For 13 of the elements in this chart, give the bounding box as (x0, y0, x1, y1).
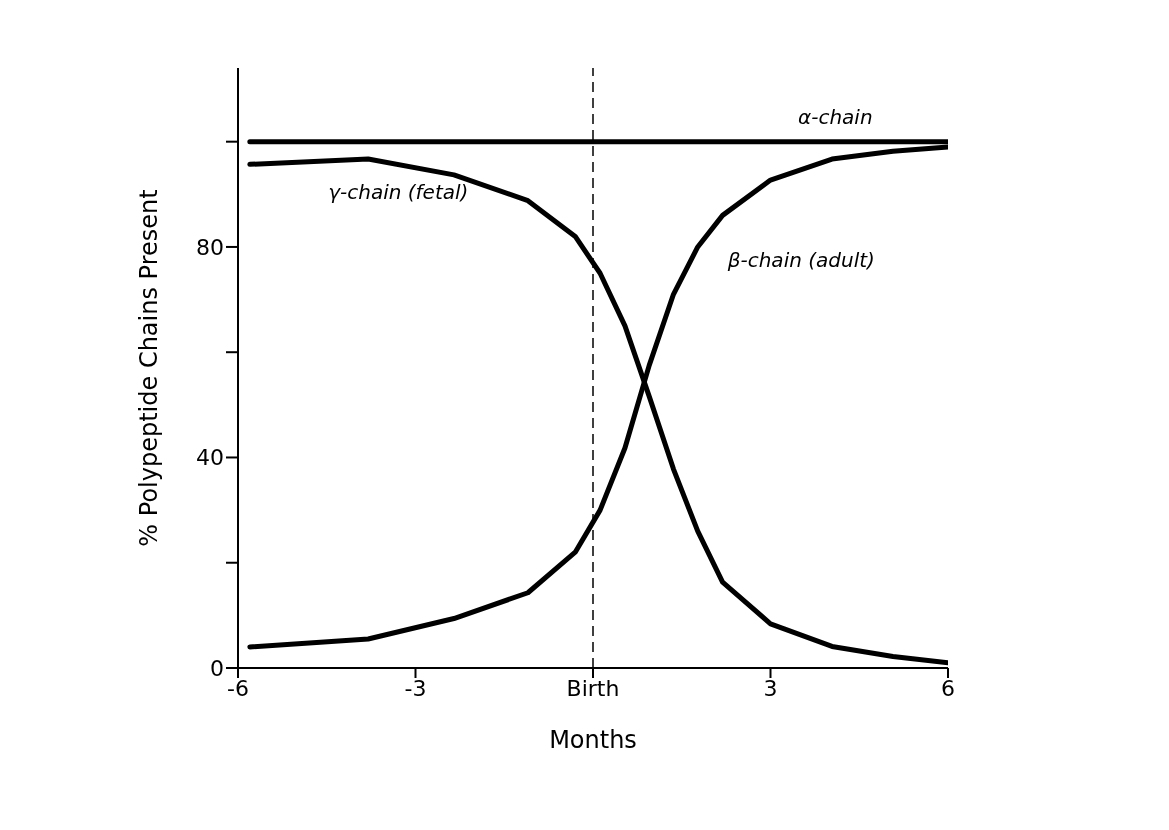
series-label: α-chain (798, 104, 873, 129)
x-axis-title: Months (549, 726, 637, 754)
y-tick-label: 80 (196, 234, 224, 260)
x-tick-label: 3 (763, 675, 778, 701)
series-label: β-chain (adult) (726, 247, 875, 272)
y-tick-label: 40 (196, 445, 224, 471)
x-tick-label: Birth (566, 675, 620, 701)
y-tick-label: 0 (210, 655, 224, 681)
x-tick-label: -6 (227, 675, 249, 701)
x-tick-label: 6 (941, 675, 955, 701)
series-label: γ-chain (fetal) (328, 180, 469, 205)
x-tick-label: -3 (404, 675, 427, 701)
y-axis-title: % Polypeptide Chains Present (134, 189, 163, 547)
